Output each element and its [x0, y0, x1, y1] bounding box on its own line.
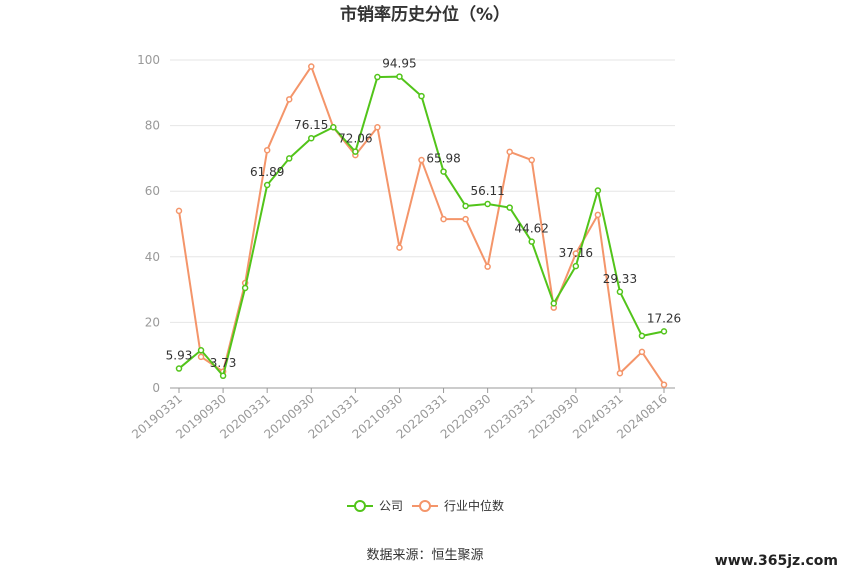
y-tick-label: 80 — [145, 119, 160, 133]
data-point-company — [440, 168, 447, 175]
data-point-company — [594, 187, 602, 194]
x-axis: 2019033120190930202003312020093020210331… — [129, 387, 675, 442]
y-tick-label: 60 — [145, 184, 160, 198]
data-point-industry — [528, 156, 535, 164]
data-point-company — [330, 123, 337, 131]
data-point-company — [197, 347, 205, 354]
data-point-company — [462, 202, 469, 210]
data-label: 29.33 — [603, 272, 637, 286]
data-point-company — [374, 73, 381, 81]
legend-marker-industry — [419, 500, 431, 512]
data-source: 数据来源：恒生聚源 — [366, 548, 483, 563]
y-tick-label: 100 — [137, 53, 160, 67]
watermark: www.365jz.com — [715, 553, 838, 569]
y-axis-ticks: 0 20 40 60 80 100 — [137, 53, 160, 395]
data-label: 72.06 — [338, 132, 372, 146]
data-point-company — [506, 204, 513, 211]
data-point-industry — [374, 123, 381, 131]
data-point-industry — [594, 211, 602, 219]
legend-label-company: 公司 — [379, 499, 403, 513]
data-point-industry — [616, 369, 624, 377]
series-line-industry — [178, 65, 665, 386]
data-label: 17.26 — [647, 311, 681, 325]
data-point-industry — [462, 215, 469, 223]
data-point-industry — [572, 250, 580, 257]
data-label: 94.95 — [382, 57, 416, 71]
data-labels: 5.93 3.73 61.89 76.15 72.06 94.95 65.98 56.11 44… — [166, 57, 682, 370]
chart-title: 市销率历史分位（%） — [340, 4, 510, 25]
legend: 公司 行业中位数 — [347, 498, 504, 513]
data-point-company — [418, 92, 425, 100]
data-point-company — [241, 284, 249, 292]
data-point-company — [285, 155, 293, 162]
data-point-industry — [263, 146, 271, 154]
y-tick-label: 0 — [152, 381, 160, 395]
data-point-industry — [308, 63, 315, 70]
y-tick-label: 20 — [145, 315, 160, 329]
data-point-company — [484, 200, 491, 208]
data-point-industry — [638, 348, 646, 356]
data-point-company — [219, 372, 227, 380]
data-label: 65.98 — [426, 152, 460, 166]
data-point-company — [660, 328, 668, 335]
series-layer — [175, 63, 668, 388]
data-label: 76.15 — [294, 118, 328, 132]
data-point-company — [616, 288, 624, 296]
data-point-industry — [285, 96, 293, 103]
data-point-industry — [440, 215, 447, 223]
data-point-industry — [418, 156, 425, 164]
legend-label-industry: 行业中位数 — [444, 498, 504, 513]
legend-marker-company — [354, 500, 366, 512]
data-label: 37.16 — [559, 246, 593, 260]
data-label: 61.89 — [250, 165, 284, 179]
data-point-company — [175, 365, 183, 372]
data-point-industry — [175, 207, 183, 215]
data-point-company — [263, 181, 271, 189]
data-label: 3.73 — [210, 356, 237, 370]
data-point-company — [572, 262, 580, 270]
y-tick-label: 40 — [145, 250, 160, 264]
data-point-industry — [506, 148, 513, 156]
legend-item-industry[interactable]: 行业中位数 — [412, 498, 504, 513]
data-point-company — [528, 238, 535, 245]
data-label: 5.93 — [166, 349, 193, 363]
data-point-company — [352, 148, 359, 155]
data-point-company — [308, 134, 315, 142]
data-point-industry — [197, 353, 205, 361]
data-point-industry — [484, 263, 491, 270]
data-point-industry — [660, 381, 668, 388]
data-point-company — [550, 300, 558, 307]
data-point-company — [638, 332, 646, 340]
data-label: 56.11 — [470, 184, 504, 198]
data-point-industry — [396, 244, 403, 251]
data-point-company — [396, 73, 403, 80]
data-label: 44.62 — [515, 222, 549, 236]
legend-item-company[interactable]: 公司 — [347, 499, 403, 513]
